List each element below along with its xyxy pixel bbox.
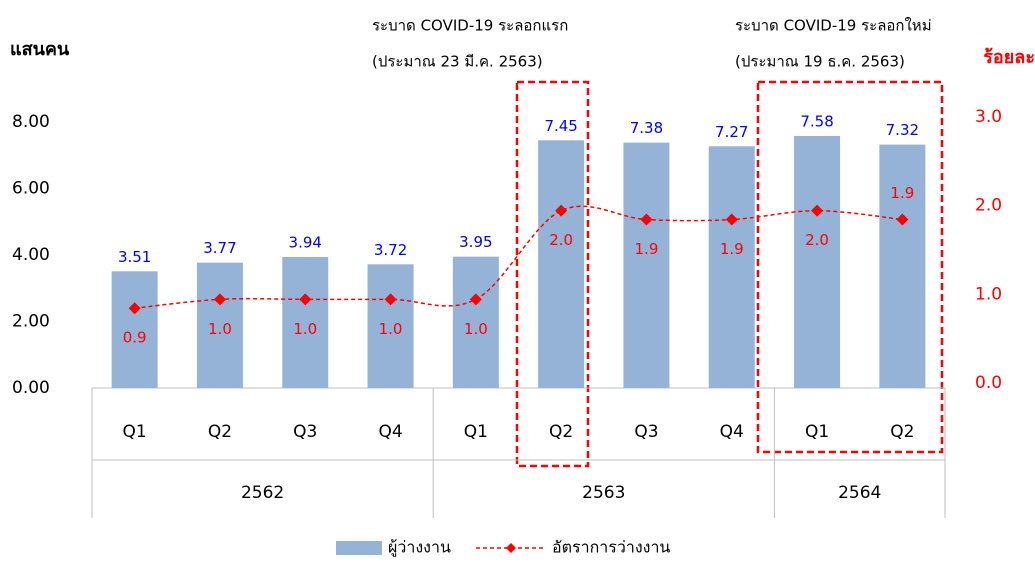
line-value-label: 1.9 — [890, 184, 914, 202]
line-value-label: 1.0 — [464, 320, 488, 338]
line-marker — [213, 293, 226, 306]
line-marker — [128, 302, 141, 315]
bar-value-label: 7.38 — [630, 119, 663, 137]
bar-value-label: 3.77 — [203, 239, 236, 257]
legend-label: ผู้ว่างงาน — [388, 538, 451, 558]
line-marker — [896, 213, 909, 226]
y2-tick-label: 2.0 — [975, 196, 1002, 216]
bar-value-label: 3.94 — [289, 233, 322, 251]
bar — [708, 146, 755, 388]
y-axis-label: แสนคน — [10, 39, 70, 60]
annotation: ระบาด COVID-19 ระลอกใหม่ — [735, 17, 932, 35]
line — [134, 205, 903, 309]
y2-tick-label: 3.0 — [975, 107, 1002, 127]
bar — [538, 140, 585, 388]
y-tick-label: 4.00 — [12, 245, 50, 265]
bar — [367, 264, 414, 388]
line-value-label: 0.9 — [123, 329, 147, 347]
group-label: 2564 — [838, 483, 881, 503]
bar-value-label: 7.27 — [715, 123, 748, 141]
line-marker — [384, 293, 397, 306]
bar — [794, 135, 841, 388]
x-tick-label: Q3 — [293, 422, 317, 442]
line-value-label: 1.9 — [635, 240, 659, 258]
line-value-label: 1.0 — [293, 320, 317, 338]
legend-marker — [506, 543, 516, 553]
x-tick-label: Q1 — [464, 422, 488, 442]
line-marker — [299, 293, 312, 306]
line-value-label: 1.0 — [208, 320, 232, 338]
x-tick-label: Q2 — [208, 422, 232, 442]
x-tick-label: Q4 — [378, 422, 402, 442]
x-tick-label: Q3 — [634, 422, 658, 442]
annotation: (ประมาณ 23 มี.ค. 2563) — [372, 53, 543, 71]
line-marker — [640, 213, 653, 226]
bar — [282, 256, 329, 388]
bar-value-label: 7.32 — [886, 121, 919, 139]
legend-label: อัตราการว่างงาน — [552, 538, 670, 557]
y2-tick-label: 0.0 — [975, 373, 1002, 393]
bar-value-label: 3.95 — [459, 233, 492, 251]
bar — [196, 262, 243, 388]
bar-value-label: 3.72 — [374, 241, 407, 259]
group-label: 2563 — [582, 483, 625, 503]
y-tick-label: 6.00 — [12, 179, 50, 199]
y-tick-label: 0.00 — [12, 378, 50, 398]
bar-value-label: 7.45 — [544, 117, 577, 135]
x-tick-label: Q1 — [805, 422, 829, 442]
annotation: (ประมาณ 19 ธ.ค. 2563) — [735, 53, 905, 71]
y-tick-label: 2.00 — [12, 312, 50, 332]
bar — [623, 142, 670, 388]
y2-tick-label: 1.0 — [975, 284, 1002, 304]
bar-value-label: 7.58 — [800, 112, 833, 130]
x-tick-label: Q2 — [549, 422, 573, 442]
line-marker — [555, 204, 568, 217]
bar — [879, 144, 926, 388]
line-value-label: 2.0 — [549, 231, 573, 249]
x-tick-label: Q4 — [720, 422, 744, 442]
x-tick-label: Q1 — [123, 422, 147, 442]
line-marker — [469, 293, 482, 306]
line-value-label: 1.9 — [720, 240, 744, 258]
y-tick-label: 8.00 — [12, 112, 50, 132]
x-tick-label: Q2 — [890, 422, 914, 442]
y2-axis-label: ร้อยละ — [983, 47, 1035, 68]
bar — [452, 256, 499, 388]
line-marker — [811, 204, 824, 217]
line-value-label: 2.0 — [805, 231, 829, 249]
annotation: ระบาด COVID-19 ระลอกแรก — [372, 17, 568, 35]
legend-swatch — [336, 541, 382, 555]
bar-value-label: 3.51 — [118, 248, 151, 266]
highlight-box — [515, 80, 590, 468]
highlight-box — [756, 80, 944, 454]
group-label: 2562 — [241, 483, 284, 503]
line-marker — [725, 213, 738, 226]
bar — [111, 271, 158, 388]
line-value-label: 1.0 — [379, 320, 403, 338]
